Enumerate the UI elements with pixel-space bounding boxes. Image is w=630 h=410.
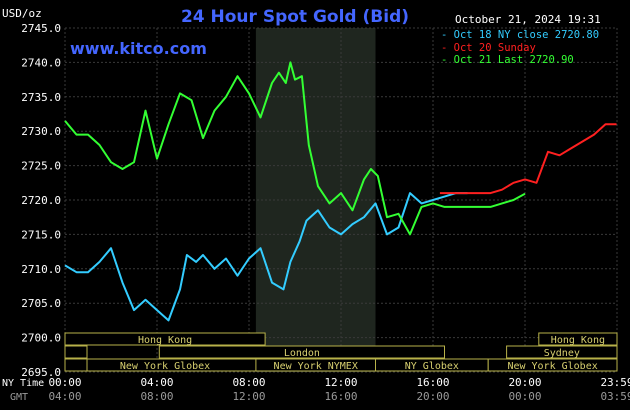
session-label: London — [284, 348, 320, 359]
x-tick-label-gmt: 16:00 — [324, 390, 357, 403]
x-tick-label-ny: 23:59 — [600, 376, 630, 389]
unit-label: USD/oz — [2, 7, 42, 20]
session-label: Hong Kong — [138, 335, 192, 346]
session-connector — [64, 358, 88, 372]
x-tick-label-ny: 16:00 — [416, 376, 449, 389]
session-bar — [158, 345, 446, 359]
y-tick-label: 2745.0 — [21, 22, 61, 35]
session-label: Hong Kong — [551, 335, 605, 346]
x-tick-label-ny: 04:00 — [140, 376, 173, 389]
x-tick-label-gmt: 12:00 — [232, 390, 265, 403]
x-tick-label-ny: 00:00 — [48, 376, 81, 389]
gmt-label: GMT — [10, 392, 28, 403]
session-label: NY Globex — [405, 361, 459, 372]
ny-time-label: NY Time — [2, 378, 44, 389]
series-line-oct18 — [64, 192, 468, 322]
x-tick-label-gmt: 08:00 — [140, 390, 173, 403]
x-tick-label-gmt: 03:59 — [600, 390, 630, 403]
y-tick-label: 2720.0 — [21, 194, 61, 207]
session-bar — [538, 332, 618, 346]
legend-entry-oct21: - Oct 21 Last 2720.90 — [441, 54, 574, 66]
session-label: New York Globex — [507, 361, 597, 372]
x-tick-label-ny: 20:00 — [508, 376, 541, 389]
session-label: New York NYMEX — [274, 361, 358, 372]
session-bar — [64, 332, 266, 346]
session-label: Sydney — [544, 348, 580, 359]
y-tick-label: 2700.0 — [21, 332, 61, 345]
y-tick-label: 2730.0 — [21, 125, 61, 138]
session-bar — [506, 345, 618, 359]
y-tick-label: 2705.0 — [21, 297, 61, 310]
session-bar — [487, 358, 618, 372]
y-tick-label: 2695.0 — [21, 366, 61, 379]
x-tick-label-gmt: 04:00 — [48, 390, 81, 403]
series-line-oct20 — [439, 123, 617, 195]
y-tick-label: 2725.0 — [21, 160, 61, 173]
session-label: New York Globex — [120, 361, 210, 372]
x-tick-label-gmt: 00:00 — [508, 390, 541, 403]
legend-entry-oct20: - Oct 20 Sunday — [441, 42, 536, 54]
x-tick-label-ny: 08:00 — [232, 376, 265, 389]
series-line-oct21 — [64, 61, 526, 236]
legend-entry-oct18: - Oct 18 NY close 2720.80 — [441, 29, 599, 41]
x-tick-label-ny: 12:00 — [324, 376, 357, 389]
legend: - Oct 18 NY close 2720.80 - Oct 20 Sunda… — [441, 29, 599, 66]
chart-title: 24 Hour Spot Gold (Bid) — [181, 7, 409, 27]
y-tick-label: 2710.0 — [21, 263, 61, 276]
y-tick-label: 2715.0 — [21, 228, 61, 241]
y-tick-label: 2735.0 — [21, 91, 61, 104]
y-tick-label: 2740.0 — [21, 56, 61, 69]
session-connector — [64, 345, 88, 359]
x-tick-label-gmt: 20:00 — [416, 390, 449, 403]
kitco-watermark: www.kitco.com — [70, 39, 207, 58]
timestamp: October 21, 2024 19:31 — [455, 13, 601, 26]
